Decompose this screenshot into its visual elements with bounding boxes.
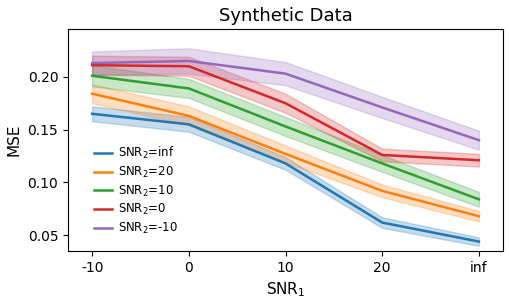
- SNR$_2$=20: [185, 114, 191, 118]
- Line: SNR$_2$=10: SNR$_2$=10: [92, 76, 478, 199]
- SNR$_2$=20: [282, 152, 288, 156]
- Line: SNR$_2$=-10: SNR$_2$=-10: [92, 61, 478, 140]
- SNR$_2$=-10: [89, 61, 95, 65]
- SNR$_2$=10: [475, 197, 481, 201]
- Legend: SNR$_2$=inf, SNR$_2$=20, SNR$_2$=10, SNR$_2$=0, SNR$_2$=-10: SNR$_2$=inf, SNR$_2$=20, SNR$_2$=10, SNR…: [87, 138, 184, 243]
- Line: SNR$_2$=20: SNR$_2$=20: [92, 94, 478, 216]
- SNR$_2$=20: [89, 92, 95, 95]
- SNR$_2$=0: [282, 101, 288, 105]
- Line: SNR$_2$=inf: SNR$_2$=inf: [92, 114, 478, 241]
- SNR$_2$=0: [378, 153, 384, 157]
- SNR$_2$=10: [89, 74, 95, 78]
- SNR$_2$=0: [475, 159, 481, 162]
- SNR$_2$=20: [378, 189, 384, 193]
- SNR$_2$=10: [282, 125, 288, 128]
- SNR$_2$=-10: [185, 59, 191, 63]
- SNR$_2$=10: [185, 87, 191, 90]
- SNR$_2$=inf: [282, 162, 288, 165]
- Y-axis label: MSE: MSE: [7, 124, 22, 156]
- SNR$_2$=inf: [475, 240, 481, 243]
- SNR$_2$=10: [378, 162, 384, 165]
- SNR$_2$=inf: [185, 122, 191, 126]
- SNR$_2$=-10: [378, 106, 384, 109]
- SNR$_2$=0: [185, 64, 191, 68]
- X-axis label: SNR$_1$: SNR$_1$: [266, 280, 304, 299]
- Title: Synthetic Data: Synthetic Data: [218, 7, 352, 25]
- Line: SNR$_2$=0: SNR$_2$=0: [92, 65, 478, 160]
- SNR$_2$=20: [475, 215, 481, 218]
- SNR$_2$=-10: [475, 138, 481, 142]
- SNR$_2$=0: [89, 63, 95, 67]
- SNR$_2$=inf: [89, 112, 95, 116]
- SNR$_2$=inf: [378, 221, 384, 224]
- SNR$_2$=-10: [282, 72, 288, 76]
